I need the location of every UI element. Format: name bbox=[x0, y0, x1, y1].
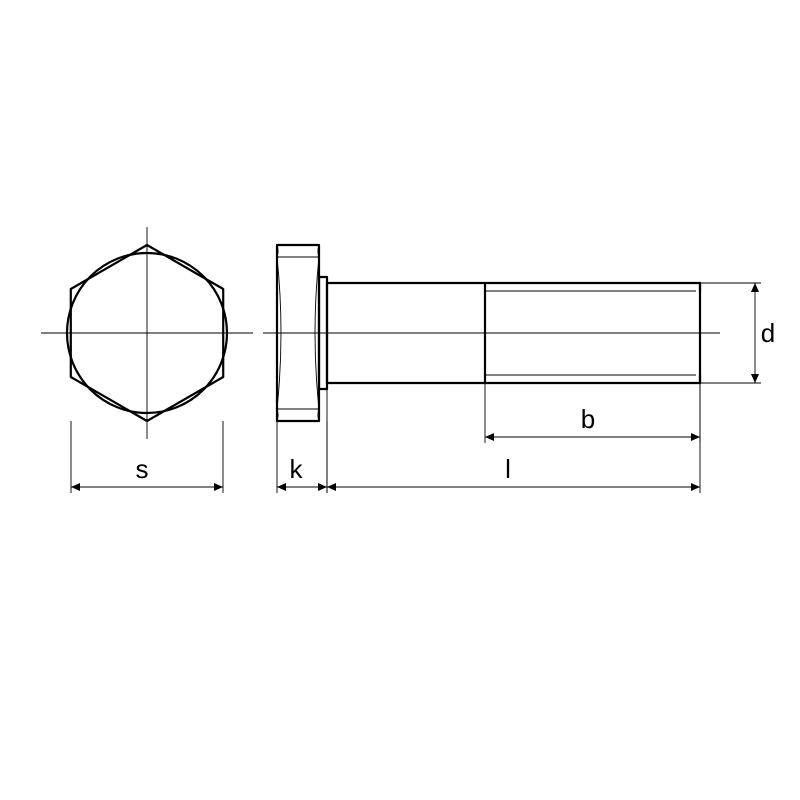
dim-label-k: k bbox=[290, 454, 304, 484]
dim-label-d: d bbox=[761, 318, 775, 348]
dim-label-b: b bbox=[581, 404, 595, 434]
dim-label-l: l bbox=[505, 454, 511, 484]
bolt-diagram: s k l b d bbox=[0, 0, 800, 800]
dim-label-s: s bbox=[136, 454, 149, 484]
